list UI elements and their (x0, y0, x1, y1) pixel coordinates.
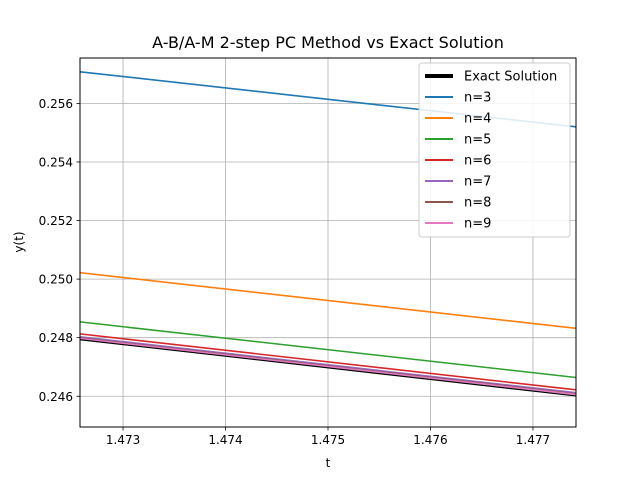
legend-entry: n=5 (464, 133, 491, 148)
legend-entry: n=8 (464, 196, 491, 211)
x-tick-label: 1.473 (106, 433, 140, 447)
series-line-n-7 (80, 336, 576, 394)
y-tick-label: 0.248 (39, 331, 73, 345)
x-axis-label: t (326, 456, 331, 470)
x-tick-label: 1.475 (311, 433, 345, 447)
y-tick-label: 0.252 (39, 214, 73, 228)
series-line-n-4 (80, 271, 576, 330)
legend-entry: n=7 (464, 175, 491, 190)
y-tick-label: 0.246 (39, 390, 73, 404)
y-tick-label: 0.250 (39, 273, 73, 287)
x-tick-label: 1.476 (413, 433, 447, 447)
legend-frame (418, 62, 571, 238)
legend-entry: n=3 (464, 91, 491, 106)
x-axis: 1.473 1.474 1.475 1.476 1.477 (106, 427, 550, 447)
y-axis: 0.246 0.248 0.250 0.252 0.254 0.256 (39, 97, 80, 404)
series-line-n-9 (80, 337, 576, 396)
y-tick-label: 0.254 (39, 155, 73, 169)
legend-entry: n=6 (464, 154, 491, 169)
chart-title: A-B/A-M 2-step PC Method vs Exact Soluti… (152, 33, 504, 52)
series-lines (80, 70, 576, 397)
legend-entry: n=4 (464, 112, 491, 127)
x-tick-label: 1.474 (208, 433, 242, 447)
legend-entry: Exact Solution (464, 70, 557, 85)
series-line-exact-solution (80, 339, 576, 397)
series-layer (80, 70, 576, 397)
series-line-n-6 (80, 333, 576, 391)
y-axis-label: y(t) (12, 231, 26, 252)
legend: Exact Solution n=3 n=4 n=5 n=6 n=7 n=8 n=9 (418, 62, 571, 238)
x-tick-label: 1.477 (516, 433, 550, 447)
series-line-n-5 (80, 321, 576, 379)
y-tick-label: 0.256 (39, 97, 73, 111)
legend-entry: n=9 (464, 217, 491, 232)
